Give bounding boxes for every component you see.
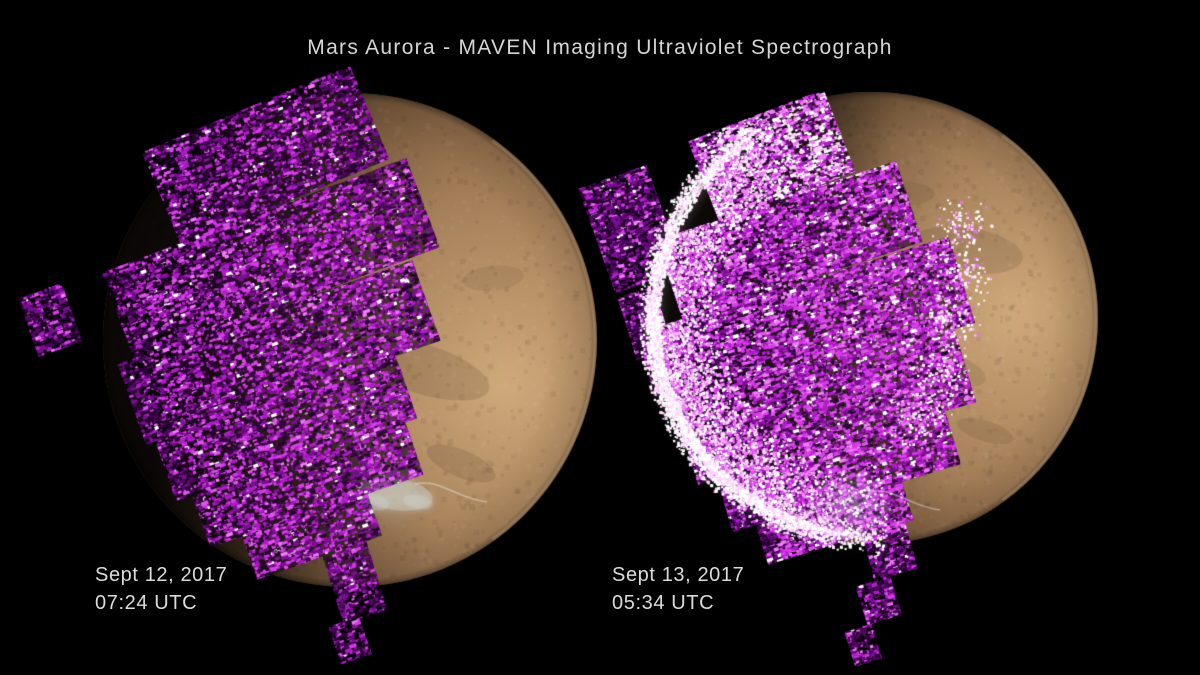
- observation-time: 07:24 UTC: [95, 592, 198, 614]
- observation-date: Sept 12, 2017: [95, 564, 228, 586]
- observation-time: 05:34 UTC: [612, 592, 715, 614]
- observation-timestamp-right: Sept 13, 2017 05:34 UTC: [612, 561, 744, 617]
- observation-date: Sept 13, 2017: [612, 564, 745, 586]
- observation-timestamp-left: Sept 12, 2017 07:24 UTC: [95, 561, 227, 617]
- figure-title: Mars Aurora - MAVEN Imaging Ultraviolet …: [307, 36, 893, 59]
